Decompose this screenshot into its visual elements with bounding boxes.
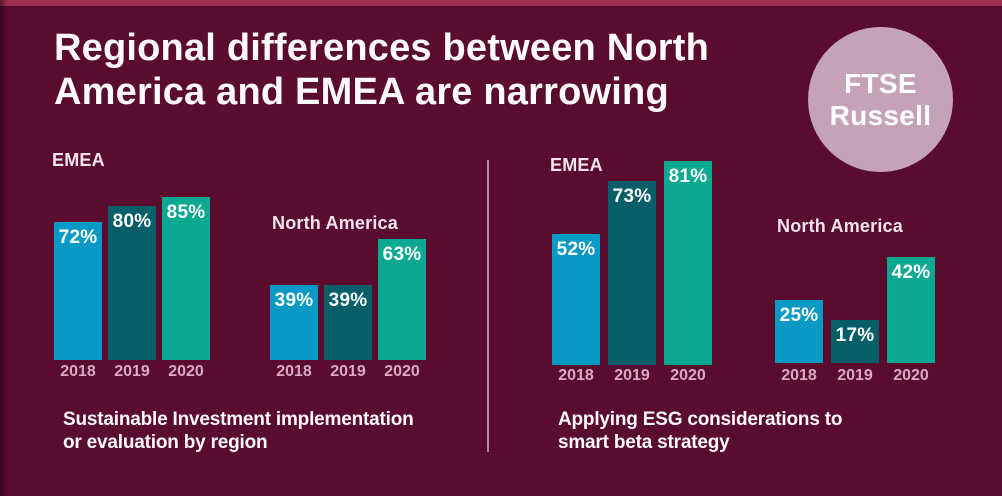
bar-2020-north-america: 63% bbox=[378, 239, 426, 360]
bar-2020-emea: 85% bbox=[162, 197, 210, 360]
bars: 52% 73% 81% bbox=[552, 161, 712, 365]
bar-2020-emea: 81% bbox=[664, 161, 712, 365]
series-label-north-america-right: North America bbox=[777, 216, 903, 236]
years: 2018 2019 2020 bbox=[54, 363, 210, 381]
bar-value-label: 25% bbox=[779, 305, 819, 326]
page-title-line2: America and EMEA are narrowing bbox=[54, 71, 669, 113]
year-label: 2020 bbox=[168, 363, 204, 380]
caption-right-line2: smart beta strategy bbox=[558, 432, 730, 453]
bar-2018-north-america: 25% bbox=[775, 300, 823, 363]
bar-2019-emea: 80% bbox=[108, 206, 156, 360]
year-label: 2020 bbox=[893, 367, 929, 384]
bar-2020-north-america: 42% bbox=[887, 257, 935, 363]
bar-value-label: 17% bbox=[835, 325, 875, 346]
caption-left-line1: Sustainable Investment implementation bbox=[63, 409, 414, 430]
top-stripe-decoration bbox=[0, 0, 1002, 6]
bar-2018-emea: 52% bbox=[552, 234, 600, 365]
bar-2018-emea: 72% bbox=[54, 222, 102, 360]
year-label: 2020 bbox=[384, 363, 420, 380]
bar-2019-north-america: 39% bbox=[324, 285, 372, 360]
logo-text-ftse: FTSE bbox=[844, 67, 917, 99]
series-label-emea-left: EMEA bbox=[52, 150, 105, 170]
bars: 25% 17% 42% bbox=[775, 257, 935, 363]
caption-right-line1: Applying ESG considerations to bbox=[558, 409, 843, 430]
years: 2018 2019 2020 bbox=[270, 363, 426, 381]
year-label: 2020 bbox=[670, 367, 706, 384]
bar-value-label: 39% bbox=[328, 290, 368, 311]
page-title: Regional differences between North Americ… bbox=[54, 26, 709, 114]
ftse-russell-logo: FTSE Russell bbox=[808, 27, 953, 172]
year-label: 2018 bbox=[558, 367, 594, 384]
year-label: 2019 bbox=[614, 367, 650, 384]
caption-right: Applying ESG considerations to smart beta… bbox=[558, 408, 843, 454]
bar-2019-emea: 73% bbox=[608, 181, 656, 365]
bar-value-label: 81% bbox=[668, 166, 708, 187]
bars: 39% 39% 63% bbox=[270, 239, 426, 360]
bar-2018-north-america: 39% bbox=[270, 285, 318, 360]
year-label: 2018 bbox=[781, 367, 817, 384]
bar-value-label: 73% bbox=[612, 186, 652, 207]
year-label: 2019 bbox=[837, 367, 873, 384]
year-label: 2018 bbox=[60, 363, 96, 380]
bar-value-label: 42% bbox=[891, 262, 931, 283]
year-label: 2019 bbox=[330, 363, 366, 380]
year-label: 2019 bbox=[114, 363, 150, 380]
bar-value-label: 80% bbox=[112, 211, 152, 232]
page-title-line1: Regional differences between North bbox=[54, 27, 710, 69]
year-label: 2018 bbox=[276, 363, 312, 380]
series-label-north-america-left: North America bbox=[272, 213, 398, 233]
caption-left: Sustainable Investment implementation or … bbox=[63, 408, 414, 454]
bars: 72% 80% 85% bbox=[54, 197, 210, 360]
bar-value-label: 63% bbox=[382, 244, 422, 265]
years: 2018 2019 2020 bbox=[552, 367, 712, 385]
bar-value-label: 39% bbox=[274, 290, 314, 311]
bar-value-label: 52% bbox=[556, 239, 596, 260]
series-label-emea-right: EMEA bbox=[550, 155, 603, 175]
vertical-divider bbox=[487, 160, 489, 452]
bar-value-label: 72% bbox=[58, 227, 98, 248]
bar-2019-north-america: 17% bbox=[831, 320, 879, 363]
bar-value-label: 85% bbox=[166, 202, 206, 223]
logo-text-russell: Russell bbox=[829, 99, 932, 131]
years: 2018 2019 2020 bbox=[775, 367, 935, 385]
caption-left-line2: or evaluation by region bbox=[63, 432, 268, 453]
